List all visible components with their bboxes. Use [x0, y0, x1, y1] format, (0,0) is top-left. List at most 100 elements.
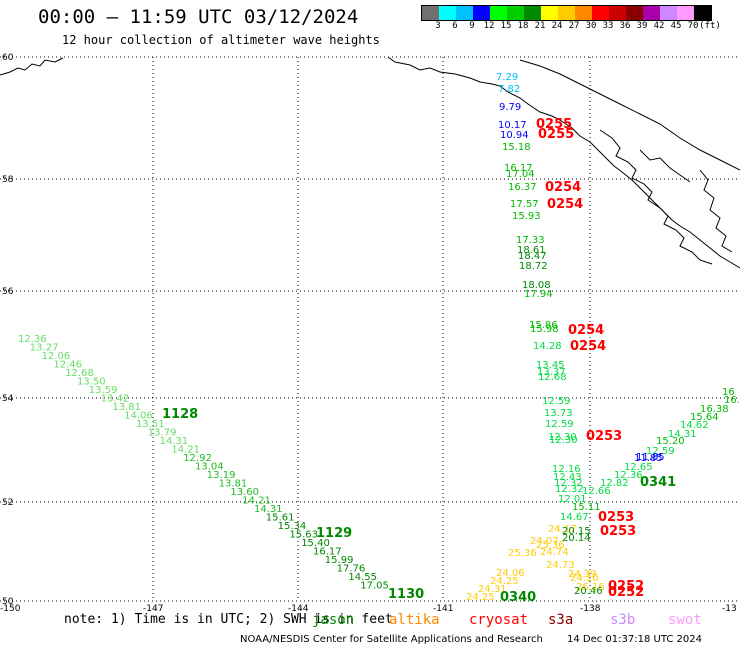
wave-height-value: 15.86 [529, 320, 558, 331]
wave-height-value: 15.99 [325, 555, 354, 566]
wave-height-value: 13.04 [195, 462, 224, 473]
legend-item-s3a: s3a [548, 612, 574, 628]
color-scale-tick: 42 [653, 21, 665, 31]
wave-height-value: 13.50 [77, 377, 106, 388]
color-scale-tick: 24 [551, 21, 563, 31]
color-swatch [660, 6, 677, 20]
color-swatch [439, 6, 456, 20]
wave-height-value: 13.42 [101, 394, 130, 405]
wave-height-value: 13.45 [536, 360, 565, 371]
pass-label: 0255 [538, 127, 574, 142]
wave-height-value: 24.07 [530, 536, 559, 547]
color-swatch [609, 6, 626, 20]
wave-height-value: 12.30 [549, 435, 578, 446]
wave-height-value: 13.51 [136, 419, 165, 430]
color-swatch [422, 6, 439, 20]
longitude-label: -147 [143, 604, 163, 614]
wave-height-value: 16 [722, 387, 735, 398]
wave-height-value: 14.55 [348, 572, 377, 583]
pass-label: 0341 [640, 475, 676, 490]
wave-height-value: 15.61 [266, 513, 295, 524]
wave-height-value: 24.73 [546, 560, 575, 571]
wave-height-value: 12.36 [18, 334, 47, 345]
color-scale-tick: 27 [568, 21, 580, 31]
color-scale-tick: 18 [517, 21, 529, 31]
wave-height-value: 20.15 [562, 526, 591, 537]
pass-label: 1129 [316, 526, 352, 541]
latitude-label: 54 [2, 394, 14, 404]
wave-height-value: 20.14 [562, 533, 591, 544]
wave-height-value: 24.25 [466, 592, 495, 603]
color-swatch [541, 6, 558, 20]
latitude-label: 56 [2, 287, 14, 297]
wave-height-value: 12.92 [183, 453, 212, 464]
wave-height-value: 12.16 [552, 464, 581, 475]
color-scale-tick: 15 [500, 21, 512, 31]
wave-height-value: 12.32 [555, 484, 584, 495]
coastline [0, 56, 740, 269]
color-swatch [524, 6, 541, 20]
wave-height-value: 13.81 [219, 479, 248, 490]
pass-label: 0252 [608, 585, 644, 600]
wave-height-value: 7.29 [496, 72, 518, 83]
color-scale-tick: 70 [687, 21, 699, 31]
wave-height-value: 14.21 [171, 445, 200, 456]
pass-label: 0252 [608, 579, 644, 594]
wave-height-value: 13.19 [207, 470, 236, 481]
wave-height-value: 18.47 [518, 251, 547, 262]
wave-height-value: 12.65 [624, 462, 653, 473]
wave-height-value: 15.98 [530, 324, 559, 335]
color-scale-tick: 33 [602, 21, 614, 31]
color-swatch [473, 6, 490, 20]
wave-height-value: 14.31 [160, 436, 189, 447]
legend-item-jason: jason [312, 612, 355, 628]
color-swatch [626, 6, 643, 20]
wave-height-value: 17.05 [360, 581, 389, 592]
pass-label: 0340 [500, 590, 536, 605]
wave-height-value: 17.33 [516, 235, 545, 246]
wave-height-value: 15.40 [301, 538, 330, 549]
wave-height-value: 12.59 [545, 419, 574, 430]
wave-height-value: 13.73 [544, 408, 573, 419]
latitude-label: 60 [2, 53, 14, 63]
color-swatch [592, 6, 609, 20]
legend-item-swot: swot [668, 612, 702, 628]
wave-height-value: 10.17 [498, 120, 527, 131]
wave-height-value: 15.11 [572, 502, 601, 513]
latitude-label: 52 [2, 498, 13, 508]
wave-height-value: 12.59 [646, 446, 675, 457]
wave-height-value: 12.82 [600, 478, 629, 489]
color-scale-tick: 21 [534, 21, 546, 31]
longitude-label: -150 [0, 604, 21, 614]
wave-height-value: 17.94 [524, 289, 553, 300]
wave-height-value: 16.17 [504, 163, 533, 174]
color-swatch [643, 6, 660, 20]
pass-label: 0254 [570, 339, 606, 354]
wave-height-value: 10.94 [500, 130, 529, 141]
wave-height-value: 14.67 [560, 512, 589, 523]
longitude-label: -13 [722, 604, 737, 614]
wave-height-value: 24.31 [478, 584, 507, 595]
wave-height-value: 17.04 [506, 169, 535, 180]
wave-height-value: 15.64 [690, 412, 719, 423]
longitude-label: -144 [288, 604, 309, 614]
wave-height-value: 25.36 [508, 548, 537, 559]
wave-height-value: 7.82 [498, 84, 520, 95]
color-swatch [456, 6, 473, 20]
wave-height-value: 14.06 [124, 411, 153, 422]
wave-height-value: 12.30 [548, 432, 577, 443]
color-scale-tick: 39 [636, 21, 648, 31]
graticule [0, 56, 740, 602]
wave-height-value: 12.46 [53, 360, 82, 371]
color-swatch [694, 6, 711, 20]
color-swatch [507, 6, 524, 20]
wave-height-value: 26.16 [576, 582, 605, 593]
latitude-label: 50 [2, 597, 14, 607]
wave-height-value: 16.37 [508, 182, 537, 193]
wave-height-value: 24.17 [548, 524, 577, 535]
pass-label: 1130 [388, 587, 424, 602]
legend-item-altika: altika [389, 612, 440, 628]
wave-height-value: 15.20 [656, 436, 685, 447]
